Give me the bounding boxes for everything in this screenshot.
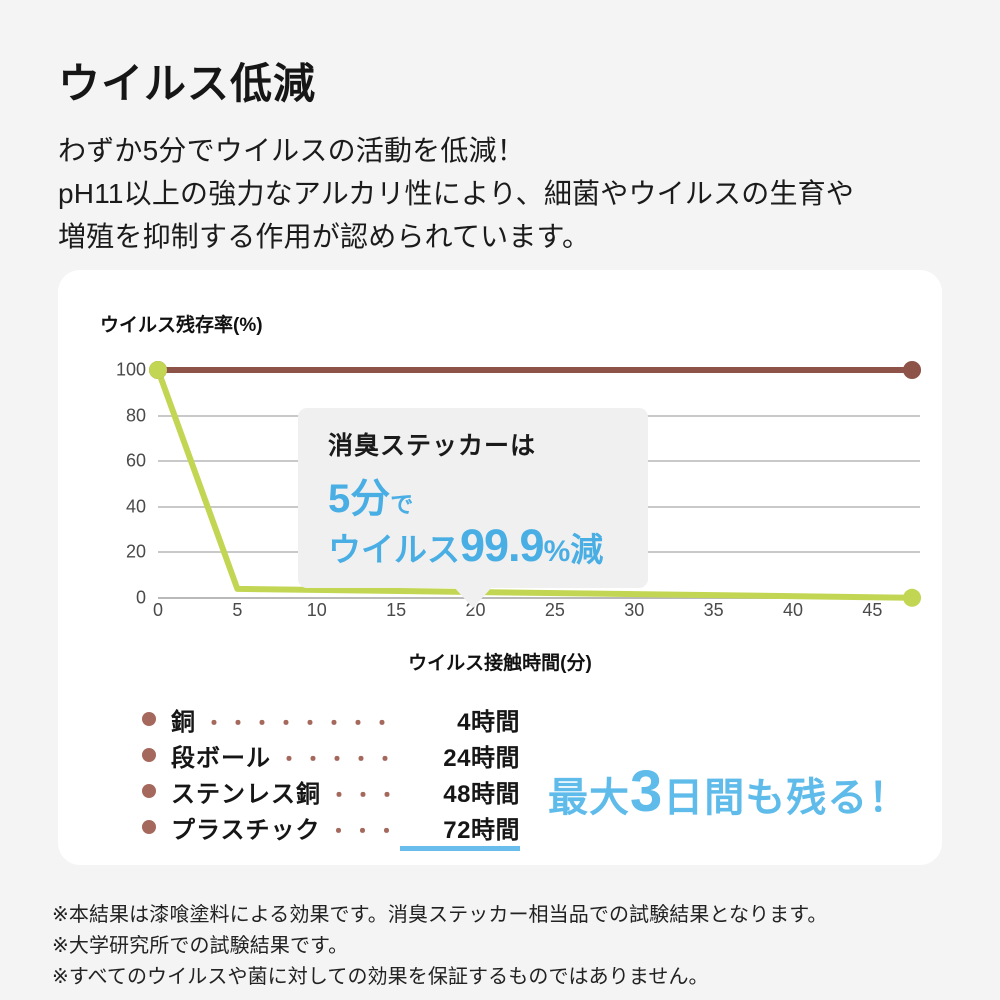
legend-leader-dots: ・・・・・: [328, 821, 400, 843]
x-tick-5: 5: [232, 600, 243, 620]
legend-item-value: 72時間: [400, 810, 520, 851]
callout-reduction-percent: %: [543, 535, 571, 568]
legend-note-suffix: 日間も残る！: [663, 776, 910, 820]
y-tick-40: 40: [125, 496, 146, 517]
x-tick-40: 40: [782, 600, 804, 620]
x-axis-title: ウイルス接触時間(分): [408, 653, 592, 674]
y-tick-60: 60: [125, 450, 146, 471]
y-tick-0: 0: [135, 587, 146, 608]
callout-box: 消臭ステッカーは 5分で ウイルス99.9%減: [298, 408, 648, 608]
legend-row: 銅・・・・・・・・・・・・ 4時間: [142, 702, 520, 738]
x-tick-35: 35: [703, 600, 724, 620]
legend-list: 銅・・・・・・・・・・・・4時間段ボール・・・・・・・・24時間ステンレス銅・・…: [142, 702, 520, 851]
x-tick-0: 0: [152, 600, 164, 620]
legend-row: 段ボール・・・・・・・・ 24時間: [142, 738, 520, 774]
legend-item-value: 24時間: [443, 745, 520, 772]
legend-note: 最大3日間も残る！: [548, 758, 909, 825]
legend-item-name: 銅: [171, 709, 196, 736]
y-tick-80: 80: [125, 405, 146, 426]
x-tick-45: 45: [862, 600, 883, 620]
x-tick-25: 25: [544, 600, 565, 620]
x-tick-30: 30: [624, 600, 645, 620]
legend-row: ステンレス銅・・・・・ 48時間: [142, 774, 520, 810]
x-tick-15: 15: [386, 600, 407, 620]
y-tick-20: 20: [125, 541, 146, 562]
legend-dot-icon: [142, 820, 156, 834]
y-tick-100: 100: [115, 359, 146, 380]
legend-leader-dots: ・・・・・: [329, 785, 400, 807]
callout-reduction-number: 99.9: [460, 520, 545, 571]
y-axis-ticks: 0 20 40 60 80 100: [100, 270, 146, 690]
legend-note-prefix: 最大: [548, 776, 630, 820]
callout-time-value: 5分: [328, 477, 391, 521]
chart-plot-area: ウイルス残存率(%) 0 20 40 60 80 100 0 5 10 15 20 25 30 35 40…: [58, 270, 942, 690]
legend-leader-dots: ・・・・・・・・: [279, 749, 400, 771]
series-marker-1-2: [903, 588, 922, 607]
y-axis-title: ウイルス残存率(%): [100, 315, 263, 336]
legend-dot-icon: [142, 784, 156, 798]
callout-time-particle: で: [390, 491, 414, 517]
gridline-0: [158, 597, 920, 599]
callout-reduction-label: ウイルス: [328, 531, 460, 568]
legend-dot-icon: [142, 748, 156, 762]
callout-time: 5分で: [328, 466, 626, 524]
legend-item-name: 段ボール: [171, 745, 271, 772]
legend-item-value: 48時間: [443, 781, 520, 808]
chart-series-canvas: [149, 270, 922, 690]
series-marker-1-0: [149, 361, 167, 379]
series-marker-0-1: [903, 361, 922, 379]
legend-row: プラスチック・・・・・72時間: [142, 810, 520, 851]
legend-leader-dots: ・・・・・・・・・・・・: [204, 713, 400, 735]
series-line-1: [158, 370, 912, 598]
footnotes: ※本結果は漆喰塗料による効果です。消臭ステッカー相当品での試験結果となります。 …: [52, 904, 828, 988]
x-tick-10: 10: [306, 600, 327, 620]
callout-reduction: ウイルス99.9%減: [328, 520, 626, 572]
legend-item-name: プラスチック: [171, 817, 321, 844]
legend-dot-icon: [142, 712, 156, 726]
page-title: ウイルス低減: [58, 60, 317, 107]
callout-heading: 消臭ステッカーは: [328, 432, 537, 460]
legend-item-name: ステンレス銅: [171, 781, 321, 808]
legend-note-number: 3: [630, 759, 664, 824]
callout-reduction-suffix: 減: [570, 531, 604, 568]
chart-card: ウイルス残存率(%) 0 20 40 60 80 100 0 5 10 15 20 25 30 35 40…: [58, 270, 942, 865]
legend-item-value: 4時間: [457, 709, 520, 736]
intro-description: わずか5分でウイルスの活動を低減！ pH11以上の強力なアルカリ性により、細菌や…: [58, 135, 855, 252]
